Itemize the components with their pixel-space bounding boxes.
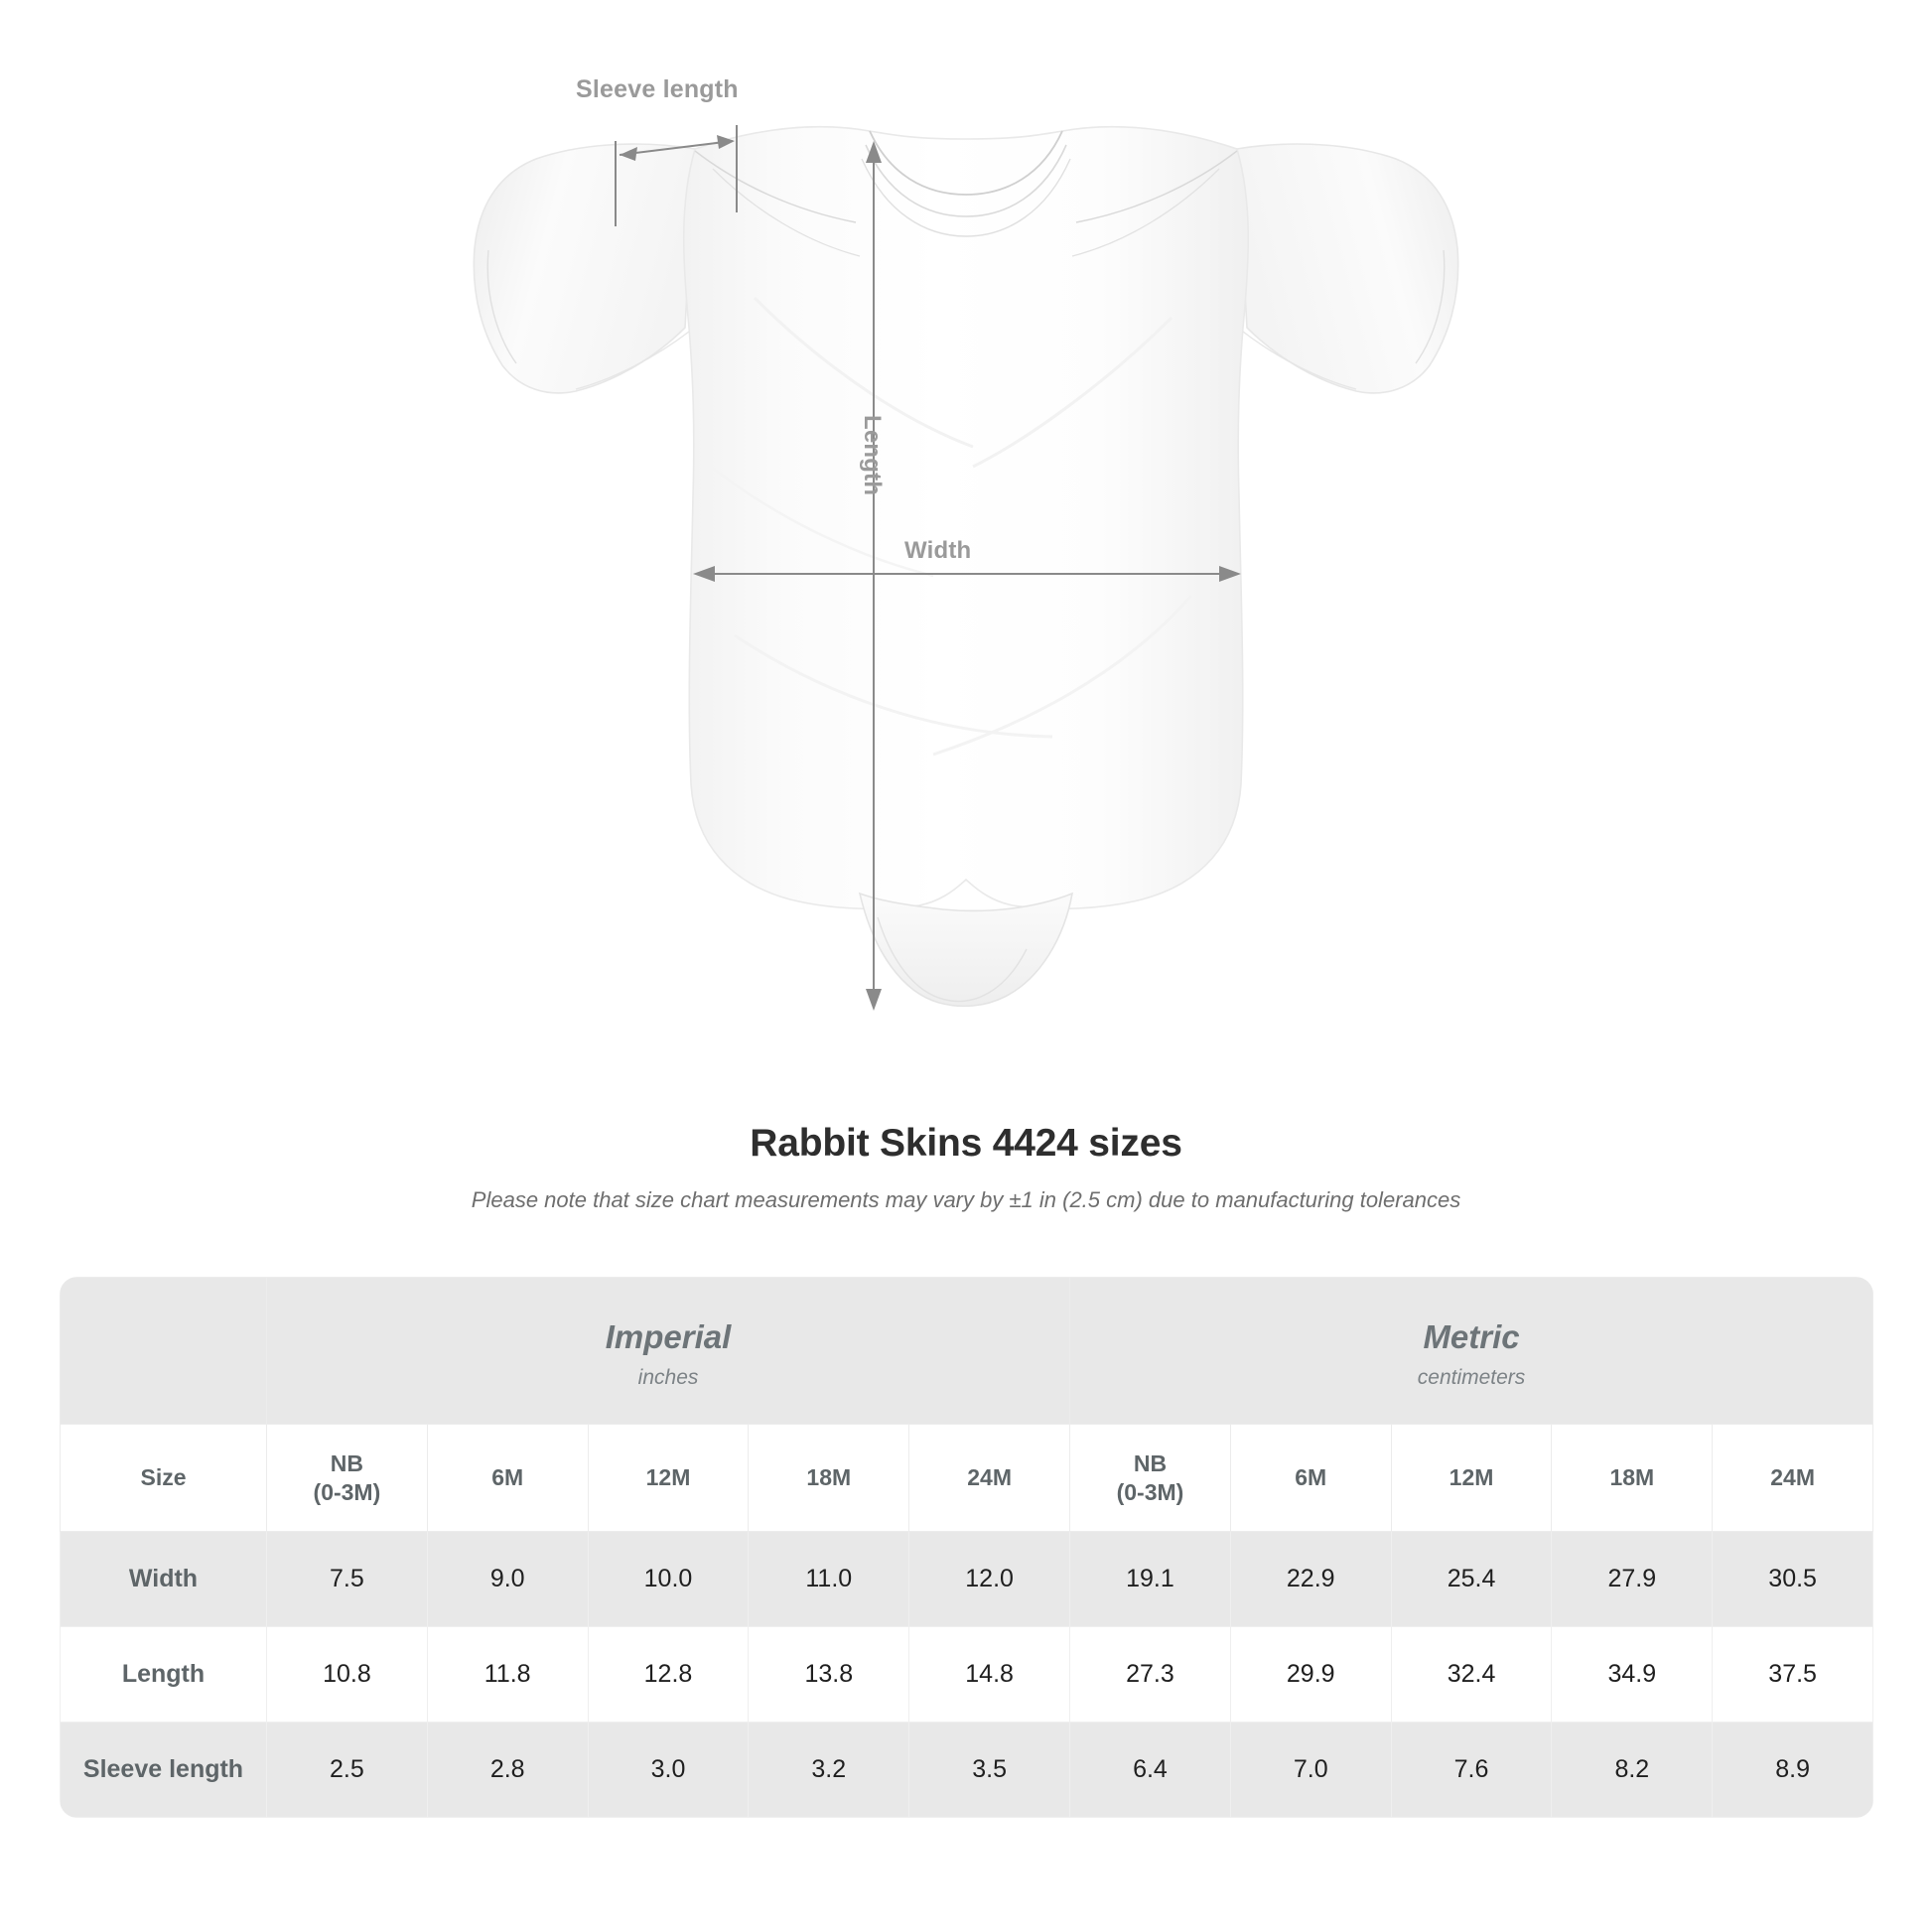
cell-length-metric-nb: 27.3 xyxy=(1069,1626,1231,1723)
unit-group-metric: Metric centimeters xyxy=(1069,1277,1874,1425)
cell-length-imperial-6m: 11.8 xyxy=(426,1626,589,1723)
size-col-18m-imperial: 18M xyxy=(748,1424,910,1532)
size-col-24m-metric: 24M xyxy=(1712,1424,1874,1532)
cell-width-imperial-nb: 7.5 xyxy=(266,1531,428,1627)
baby-bodysuit-graphic xyxy=(473,125,1459,1011)
table-row: Sleeve length 2.5 2.8 3.0 3.2 3.5 6.4 7.… xyxy=(60,1722,1874,1818)
cell-length-imperial-nb: 10.8 xyxy=(266,1626,428,1723)
table-row: Width 7.5 9.0 10.0 11.0 12.0 19.1 22.9 2… xyxy=(60,1531,1874,1627)
cell-length-imperial-24m: 14.8 xyxy=(908,1626,1071,1723)
cell-length-imperial-18m: 13.8 xyxy=(748,1626,910,1723)
cell-sleeve-imperial-nb: 2.5 xyxy=(266,1722,428,1818)
cell-width-imperial-18m: 11.0 xyxy=(748,1531,910,1627)
cell-length-metric-24m: 37.5 xyxy=(1712,1626,1874,1723)
size-header-label: Size xyxy=(60,1424,267,1532)
size-header-row: Size NB (0-3M) 6M 12M 18M 24M NB (0-3M) 6M… xyxy=(60,1424,1874,1532)
cell-sleeve-imperial-18m: 3.2 xyxy=(748,1722,910,1818)
row-label-length: Length xyxy=(60,1626,267,1723)
cell-sleeve-imperial-12m: 3.0 xyxy=(587,1722,750,1818)
cell-length-metric-12m: 32.4 xyxy=(1390,1626,1553,1723)
cell-width-metric-6m: 22.9 xyxy=(1229,1531,1392,1627)
chart-heading: Rabbit Skins 4424 sizes Please note that… xyxy=(0,1122,1932,1213)
unit-group-metric-name: Metric xyxy=(1423,1317,1520,1355)
cell-width-metric-24m: 30.5 xyxy=(1712,1531,1874,1627)
cell-sleeve-metric-12m: 7.6 xyxy=(1390,1722,1553,1818)
unit-banner-row: Imperial inches Metric centimeters xyxy=(60,1277,1874,1425)
unit-group-imperial: Imperial inches xyxy=(265,1277,1071,1425)
sleeve-length-annotation: Sleeve length xyxy=(576,75,739,103)
size-col-18m-metric: 18M xyxy=(1551,1424,1714,1532)
cell-length-metric-18m: 34.9 xyxy=(1551,1626,1714,1723)
size-col-nb-imperial: NB (0-3M) xyxy=(266,1424,428,1532)
unit-group-imperial-name: Imperial xyxy=(605,1317,732,1355)
cell-width-metric-nb: 19.1 xyxy=(1069,1531,1231,1627)
size-col-6m-metric: 6M xyxy=(1229,1424,1392,1532)
length-annotation: Length xyxy=(859,415,886,496)
size-col-6m-imperial: 6M xyxy=(426,1424,589,1532)
unit-group-imperial-sub: inches xyxy=(637,1365,699,1389)
cell-sleeve-metric-18m: 8.2 xyxy=(1551,1722,1714,1818)
garment-illustration: Sleeve length Length Width xyxy=(473,75,1459,1011)
cell-width-metric-18m: 27.9 xyxy=(1551,1531,1714,1627)
row-label-width: Width xyxy=(60,1531,267,1627)
cell-width-imperial-12m: 10.0 xyxy=(587,1531,750,1627)
unit-group-metric-sub: centimeters xyxy=(1417,1365,1526,1389)
page-title: Rabbit Skins 4424 sizes xyxy=(750,1122,1182,1165)
tolerance-note: Please note that size chart measurements… xyxy=(471,1187,1461,1212)
cell-length-metric-6m: 29.9 xyxy=(1229,1626,1392,1723)
width-annotation: Width xyxy=(904,537,972,564)
size-col-12m-imperial: 12M xyxy=(587,1424,750,1532)
size-col-24m-imperial: 24M xyxy=(908,1424,1071,1532)
cell-sleeve-metric-nb: 6.4 xyxy=(1069,1722,1231,1818)
size-table-container: Imperial inches Metric centimeters Size … xyxy=(60,1277,1874,1818)
size-col-12m-metric: 12M xyxy=(1390,1424,1553,1532)
size-col-nb-metric: NB (0-3M) xyxy=(1069,1424,1231,1532)
cell-sleeve-metric-24m: 8.9 xyxy=(1712,1722,1874,1818)
cell-length-imperial-12m: 12.8 xyxy=(587,1626,750,1723)
cell-width-imperial-24m: 12.0 xyxy=(908,1531,1071,1627)
cell-sleeve-imperial-6m: 2.8 xyxy=(426,1722,589,1818)
table-row: Length 10.8 11.8 12.8 13.8 14.8 27.3 29.… xyxy=(60,1626,1874,1723)
cell-width-imperial-6m: 9.0 xyxy=(426,1531,589,1627)
row-label-sleeve-length: Sleeve length xyxy=(60,1722,267,1818)
unit-banner-corner xyxy=(60,1277,267,1425)
cell-sleeve-metric-6m: 7.0 xyxy=(1229,1722,1392,1818)
cell-width-metric-12m: 25.4 xyxy=(1390,1531,1553,1627)
size-table: Imperial inches Metric centimeters Size … xyxy=(60,1277,1874,1818)
cell-sleeve-imperial-24m: 3.5 xyxy=(908,1722,1071,1818)
